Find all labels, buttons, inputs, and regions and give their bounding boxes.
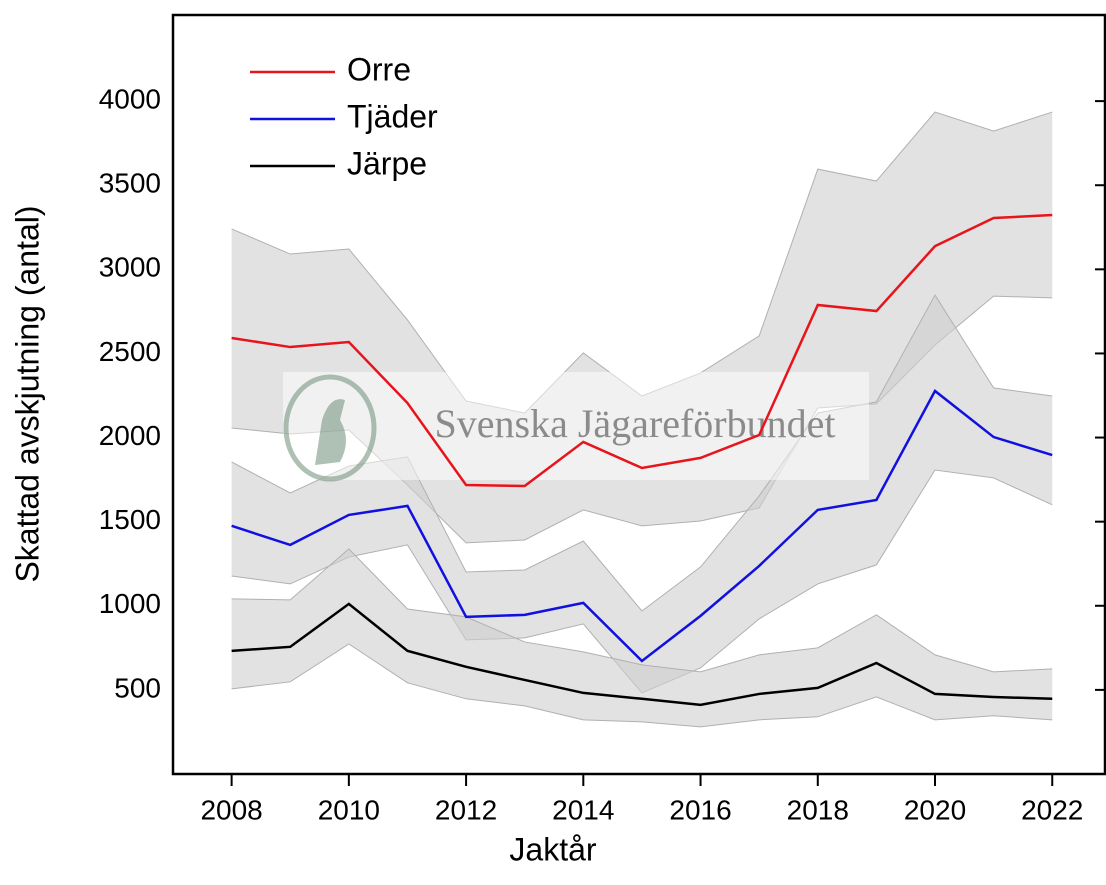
x-tick-label: 2022 (1021, 794, 1083, 825)
series-line (231, 389, 1053, 663)
x-tick-label: 2018 (787, 794, 849, 825)
x-tick-label: 2020 (904, 794, 966, 825)
plot-frame (171, 13, 1106, 776)
watermark-text: Svenska Jägareförbundet (435, 401, 836, 446)
legend-label: Tjäder (347, 98, 438, 134)
band-edge (231, 548, 1053, 673)
y-tick-label: 3000 (99, 252, 161, 283)
y-tick-label: 2000 (99, 420, 161, 451)
band-edge (231, 643, 1053, 728)
watermark-logo (283, 374, 377, 482)
legend-label: Orre (347, 51, 411, 87)
x-tick-label: 2010 (318, 794, 380, 825)
series-line (231, 602, 1053, 707)
x-tick-label: 2016 (669, 794, 731, 825)
y-tick-label: 3500 (99, 168, 161, 199)
x-tick-label: 2008 (200, 794, 262, 825)
legend-label: Järpe (347, 145, 427, 181)
confidence-band (231, 548, 1053, 727)
y-tick-label: 2500 (99, 336, 161, 367)
y-tick-label: 4000 (99, 84, 161, 115)
x-axis-title: Jaktår (509, 831, 596, 867)
series-line (231, 213, 1053, 488)
y-axis-title: Skattad avskjutning (antal) (9, 205, 45, 582)
x-tick-label: 2012 (435, 794, 497, 825)
y-tick-label: 1000 (99, 588, 161, 619)
watermark-bg (283, 372, 869, 480)
x-tick-label: 2014 (552, 794, 614, 825)
confidence-band (231, 295, 1053, 693)
y-tick-label: 1500 (99, 504, 161, 535)
y-tick-label: 500 (114, 672, 161, 703)
